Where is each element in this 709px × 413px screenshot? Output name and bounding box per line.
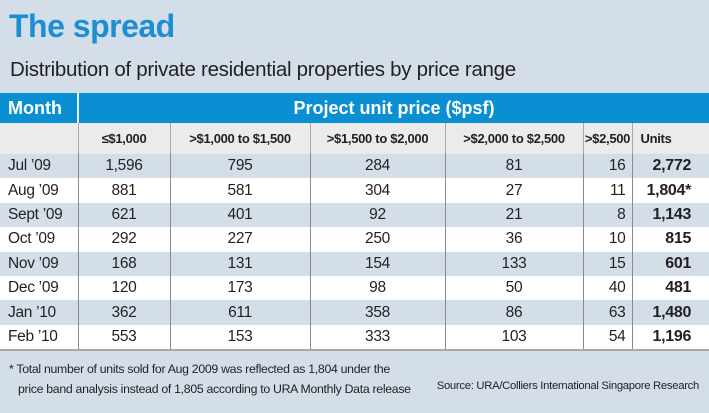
- units-cell: 815: [632, 227, 709, 252]
- value-cell: 358: [310, 300, 446, 325]
- month-cell: Dec ’09: [0, 275, 79, 301]
- column-header: Units: [632, 123, 709, 154]
- month-cell: Nov ’09: [0, 251, 79, 276]
- price-distribution-table: Month Project unit price ($psf) ≤$1,000 …: [0, 93, 709, 352]
- value-cell: 16: [583, 154, 633, 179]
- value-cell: 21: [445, 202, 584, 228]
- value-cell: 154: [310, 251, 446, 276]
- value-cell: 1,596: [78, 154, 171, 179]
- month-cell: Jan ’10: [0, 300, 79, 325]
- value-cell: 120: [78, 275, 171, 301]
- value-cell: 227: [170, 227, 311, 252]
- value-cell: 40: [583, 275, 633, 301]
- table-row: Jul ’09 1,596 795 284 81 16 2,772: [0, 154, 709, 179]
- footnote-line: price band analysis instead of 1,805 acc…: [18, 382, 411, 396]
- value-cell: 11: [583, 178, 633, 203]
- table-row: Sept ’09 621 401 92 21 8 1,143: [0, 202, 709, 228]
- units-cell: 1,480: [632, 300, 709, 325]
- units-cell: 481: [632, 275, 709, 301]
- table-row: Jan ’10 362 611 358 86 63 1,480: [0, 300, 709, 325]
- value-cell: 881: [78, 178, 171, 203]
- value-cell: 553: [78, 324, 171, 352]
- units-cell: 1,804*: [632, 178, 709, 203]
- value-cell: 581: [170, 178, 311, 203]
- value-cell: 131: [170, 251, 311, 276]
- value-cell: 611: [170, 300, 311, 325]
- value-cell: 54: [583, 324, 633, 352]
- value-cell: 401: [170, 202, 311, 228]
- value-cell: 98: [310, 275, 446, 301]
- column-header: >$1,000 to $1,500: [170, 123, 311, 154]
- units-cell: 601: [632, 251, 709, 276]
- value-cell: 63: [583, 300, 633, 325]
- value-cell: 304: [310, 178, 446, 203]
- value-cell: 333: [310, 324, 446, 352]
- units-cell: 2,772: [632, 154, 709, 179]
- value-cell: 36: [445, 227, 584, 252]
- table-row: Nov ’09 168 131 154 133 15 601: [0, 251, 709, 276]
- source-note: Source: URA/Colliers International Singa…: [436, 380, 700, 392]
- table-row: Dec ’09 120 173 98 50 40 481: [0, 275, 709, 301]
- value-cell: 27: [445, 178, 584, 203]
- value-cell: 50: [445, 275, 584, 301]
- month-cell: Aug ’09: [0, 178, 79, 203]
- value-cell: 86: [445, 300, 584, 325]
- value-cell: 362: [78, 300, 171, 325]
- price-group-header: Project unit price ($psf): [78, 93, 709, 123]
- title: The spread: [9, 8, 175, 44]
- value-cell: 10: [583, 227, 633, 252]
- value-cell: 173: [170, 275, 311, 301]
- footnote-line: * Total number of units sold for Aug 200…: [9, 362, 390, 376]
- value-cell: 795: [170, 154, 311, 179]
- table-row: Aug ’09 881 581 304 27 11 1,804*: [0, 178, 709, 203]
- value-cell: 621: [78, 202, 171, 228]
- value-cell: 92: [310, 202, 446, 228]
- value-cell: 250: [310, 227, 446, 252]
- value-cell: 15: [583, 251, 633, 276]
- month-cell: Jul ’09: [0, 154, 79, 179]
- units-cell: 1,196: [632, 324, 709, 352]
- month-header: Month: [0, 93, 79, 123]
- value-cell: 103: [445, 324, 584, 352]
- units-cell: 1,143: [632, 202, 709, 228]
- footnote: * Total number of units sold for Aug 200…: [9, 359, 411, 399]
- value-cell: 292: [78, 227, 171, 252]
- value-cell: 153: [170, 324, 311, 352]
- table-row: Feb ’10 553 153 333 103 54 1,196: [0, 324, 709, 352]
- month-cell: Oct ’09: [0, 227, 79, 252]
- month-cell: Sept ’09: [0, 202, 79, 228]
- value-cell: 133: [445, 251, 584, 276]
- column-header: >$2,500: [583, 123, 633, 154]
- column-header: ≤$1,000: [78, 123, 171, 154]
- subtitle: Distribution of private residential prop…: [10, 58, 516, 81]
- column-header: >$2,000 to $2,500: [445, 123, 584, 154]
- value-cell: 284: [310, 154, 446, 179]
- month-cell: Feb ’10: [0, 324, 79, 352]
- month-subheader-blank: [0, 123, 79, 154]
- value-cell: 81: [445, 154, 584, 179]
- column-header: >$1,500 to $2,000: [310, 123, 446, 154]
- table-row: Oct ’09 292 227 250 36 10 815: [0, 227, 709, 252]
- value-cell: 168: [78, 251, 171, 276]
- value-cell: 8: [583, 202, 633, 228]
